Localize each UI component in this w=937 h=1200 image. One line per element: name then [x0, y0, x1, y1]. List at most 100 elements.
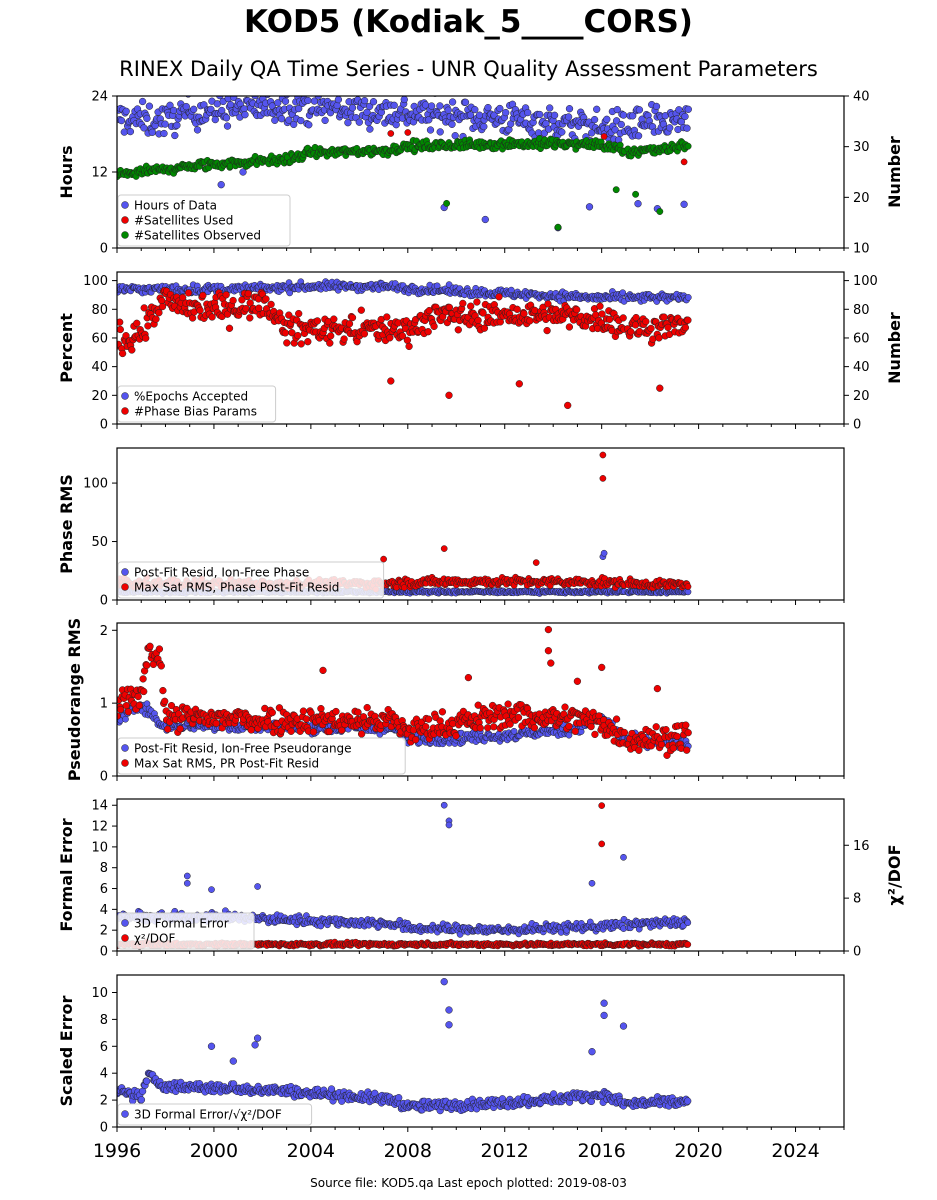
- data-point: [138, 97, 147, 106]
- outlier-point: [440, 545, 448, 552]
- data-point: [662, 726, 670, 734]
- outlier-point: [445, 391, 453, 399]
- data-point: [683, 746, 691, 754]
- data-point: [274, 99, 282, 107]
- y-right-axis-label: Number: [885, 136, 904, 208]
- data-point: [117, 705, 125, 714]
- data-point: [140, 304, 148, 312]
- data-point: [354, 708, 362, 716]
- data-point: [360, 330, 369, 338]
- data-point: [448, 98, 457, 106]
- plot-area: [117, 625, 692, 759]
- data-point: [196, 306, 204, 315]
- data-point: [229, 296, 237, 305]
- data-point: [359, 713, 368, 721]
- data-point: [193, 126, 202, 134]
- data-point: [546, 104, 554, 112]
- data-point: [285, 116, 293, 124]
- data-point: [317, 704, 325, 713]
- data-point: [561, 703, 569, 711]
- data-point: [313, 317, 322, 325]
- data-point: [211, 96, 215, 97]
- y-right-tick-label: 80: [853, 303, 870, 318]
- outlier-point: [680, 200, 688, 208]
- chart-title: KOD5 (Kodiak_5____CORS): [244, 4, 693, 40]
- data-point: [684, 142, 692, 150]
- data-point: [619, 289, 627, 297]
- data-point: [436, 102, 444, 110]
- outlier-point: [634, 200, 642, 208]
- data-point: [117, 116, 126, 125]
- data-point: [430, 322, 438, 331]
- data-point: [208, 313, 216, 321]
- data-point: [400, 96, 408, 104]
- outlier-point: [217, 181, 225, 189]
- y-tick-label: 40: [91, 360, 108, 375]
- data-point: [666, 124, 674, 132]
- data-point: [211, 115, 219, 124]
- data-point: [160, 129, 168, 138]
- data-point: [222, 114, 231, 122]
- legend: Hours of Data#Satellites Used#Satellites…: [117, 194, 291, 247]
- data-point: [425, 306, 433, 315]
- data-point: [345, 320, 354, 328]
- outlier-point: [554, 223, 562, 231]
- data-point: [117, 325, 124, 334]
- data-point: [673, 732, 681, 741]
- series--phase-bias-params: [117, 286, 692, 410]
- data-point: [564, 113, 573, 121]
- data-point: [241, 111, 249, 119]
- y-axis-label: Hours: [57, 145, 76, 198]
- data-point: [299, 707, 308, 715]
- legend-marker: [121, 759, 129, 767]
- data-point: [510, 727, 518, 735]
- data-point: [590, 115, 599, 124]
- data-point: [684, 294, 692, 301]
- data-point: [355, 118, 363, 126]
- data-point: [502, 108, 510, 117]
- y-right-tick-label: 20: [853, 389, 870, 404]
- data-point: [338, 726, 346, 734]
- outlier-point: [464, 673, 473, 682]
- data-point: [591, 730, 599, 739]
- data-point: [334, 96, 343, 104]
- data-point: [531, 306, 539, 315]
- data-point: [452, 732, 460, 740]
- data-point: [620, 728, 629, 737]
- data-point: [128, 346, 136, 354]
- data-point: [504, 700, 512, 708]
- data-point: [225, 324, 234, 332]
- outlier-point: [598, 663, 606, 672]
- data-point: [348, 104, 357, 112]
- data-point: [344, 119, 352, 127]
- data-point: [634, 132, 643, 140]
- data-point: [238, 296, 246, 304]
- legend-marker: [121, 201, 129, 209]
- data-point: [300, 86, 307, 93]
- data-point: [684, 316, 692, 324]
- data-point: [484, 724, 492, 732]
- data-point: [438, 708, 447, 716]
- data-point: [126, 127, 135, 136]
- data-point: [684, 729, 692, 737]
- outlier-point: [656, 384, 664, 392]
- data-point: [530, 724, 539, 732]
- data-point: [657, 740, 666, 749]
- y-tick-label: 80: [91, 303, 108, 318]
- data-point: [144, 322, 152, 330]
- data-point: [148, 128, 156, 136]
- data-point: [357, 730, 366, 738]
- data-point: [520, 310, 528, 318]
- data-point: [146, 642, 154, 650]
- outlier-point: [319, 666, 327, 675]
- outlier-point: [183, 872, 191, 880]
- data-point: [587, 722, 595, 731]
- data-point: [268, 708, 276, 717]
- data-point: [297, 340, 305, 348]
- data-point: [348, 313, 357, 322]
- data-point: [635, 106, 644, 114]
- y-tick-label: 20: [91, 389, 108, 404]
- legend-marker: [121, 744, 129, 752]
- data-point: [424, 328, 432, 336]
